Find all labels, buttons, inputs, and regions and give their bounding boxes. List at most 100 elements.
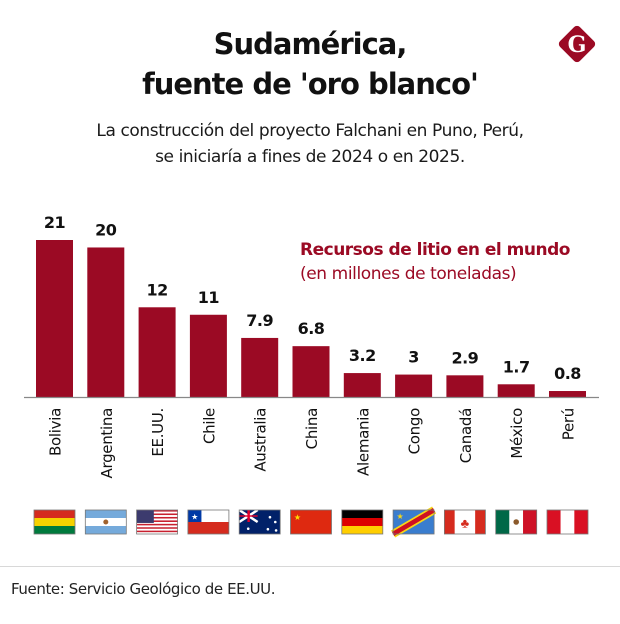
flag-stripe (475, 510, 486, 534)
flag-stripe (187, 522, 229, 534)
flag-stripe (341, 518, 383, 526)
category-label: Chile (200, 408, 218, 444)
value-label: 2.9 (451, 348, 478, 367)
bar-chart: 21 Bolivia 20 Argentina 12 EE.UU. 11 Chile ★ 7.9 A… (24, 213, 599, 538)
value-label: 1.7 (503, 357, 530, 376)
category-label: EE.UU. (149, 408, 167, 457)
congo-flag-icon: ★ (391, 506, 437, 538)
legend-subtitle: (en millones de toneladas) (300, 264, 517, 284)
flag-stripe (495, 510, 510, 534)
flag-border (187, 509, 230, 535)
flag-stripe (136, 525, 178, 528)
flag-border (392, 509, 435, 535)
value-label: 6.8 (298, 319, 325, 338)
bar-chile (189, 314, 227, 397)
flag-stripe (560, 510, 575, 534)
flag-maple-leaf: ♣ (461, 515, 470, 530)
flag-border (136, 509, 179, 535)
bar-mxico (497, 384, 535, 397)
title-line-2: fuente de 'oro blanco' (142, 67, 479, 101)
flag-stripe (290, 510, 332, 534)
flag-stripe (136, 530, 178, 533)
subtitle-line-1: La construcción del proyecto Falchani en… (96, 121, 524, 141)
flag-border (495, 509, 538, 535)
mexico-flag-icon (495, 509, 538, 535)
value-label: 3.2 (349, 346, 376, 365)
value-label: 7.9 (246, 311, 273, 330)
flag-stripe (136, 523, 178, 526)
flag-stripe (136, 511, 178, 514)
value-label: 11 (198, 288, 220, 307)
flag-stripe (136, 510, 178, 512)
flag-star (274, 529, 278, 532)
value-label: 3 (408, 348, 419, 367)
chart-title: Sudamérica, fuente de 'oro blanco' (0, 24, 620, 104)
flag-stripe (85, 510, 127, 518)
category-label: México (508, 408, 526, 459)
flag-star: ★ (191, 513, 198, 522)
bar-canad (446, 375, 484, 397)
bar-congo (395, 374, 433, 397)
chart-subtitle: La construcción del proyecto Falchani en… (0, 118, 620, 170)
flag-star (273, 520, 277, 524)
bar-bolivia (36, 240, 73, 397)
bar-eeuu (138, 307, 176, 397)
flag-border (546, 509, 589, 535)
flag-stripe (136, 528, 178, 531)
flag-border (290, 509, 332, 535)
category-label: Congo (406, 408, 424, 454)
flag-star: ★ (294, 513, 301, 522)
flag-stripe (136, 518, 178, 521)
category-label: Perú (560, 408, 578, 440)
bar-china (292, 346, 330, 397)
subtitle-line-2: se iniciaría a fines de 2024 o en 2025. (155, 147, 465, 167)
category-label: Bolivia (47, 408, 65, 456)
value-label: 0.8 (554, 364, 581, 383)
flag-star (268, 515, 272, 519)
flag-stripe (136, 520, 178, 522)
footer-divider (0, 566, 620, 567)
flag-border (84, 509, 127, 535)
canada-flag-icon: ♣ (443, 509, 486, 535)
flag-stripe (136, 515, 178, 517)
legend-title: Recursos de litio en el mundo (300, 240, 570, 260)
flag-stripe (239, 515, 258, 517)
flag-sun (103, 519, 109, 525)
flag-canton (187, 510, 202, 522)
flag-stripe (85, 526, 127, 534)
category-label: Canadá (457, 408, 475, 463)
peru-flag-icon (546, 509, 589, 535)
flag-stripe (136, 516, 178, 519)
flag-stripe (34, 526, 75, 534)
australia-flag-icon (238, 508, 281, 535)
bar-australia (241, 337, 279, 397)
flag-border (33, 509, 76, 535)
flag-band (391, 508, 436, 536)
flag-stripe (136, 522, 178, 524)
value-label: 21 (44, 213, 66, 232)
chile-flag-icon: ★ (187, 509, 230, 535)
bar-argentina (87, 247, 125, 397)
category-label: Australia (252, 408, 270, 472)
flag-border (443, 509, 486, 535)
value-label: 20 (95, 220, 117, 239)
bar-per (549, 391, 586, 397)
logo-letter: G (568, 32, 587, 58)
flag-stripe (136, 527, 178, 529)
brand-g-diamond-icon: G (558, 25, 596, 63)
flag-star: ★ (397, 512, 404, 521)
category-label: Alemania (354, 408, 372, 476)
bar-alemania (343, 373, 381, 397)
flag-emblem (513, 519, 519, 525)
flag-border (341, 509, 384, 535)
flag-stripe (341, 526, 383, 534)
bolivia-flag-icon (33, 509, 76, 535)
flag-stripe (444, 510, 455, 534)
argentina-flag-icon (84, 509, 127, 535)
value-label: 12 (146, 280, 167, 299)
flag-stripe (547, 510, 561, 534)
category-label: Argentina (98, 408, 116, 478)
usa-flag-icon (136, 509, 179, 535)
flag-stripe (136, 532, 178, 534)
flag-border (238, 509, 281, 535)
